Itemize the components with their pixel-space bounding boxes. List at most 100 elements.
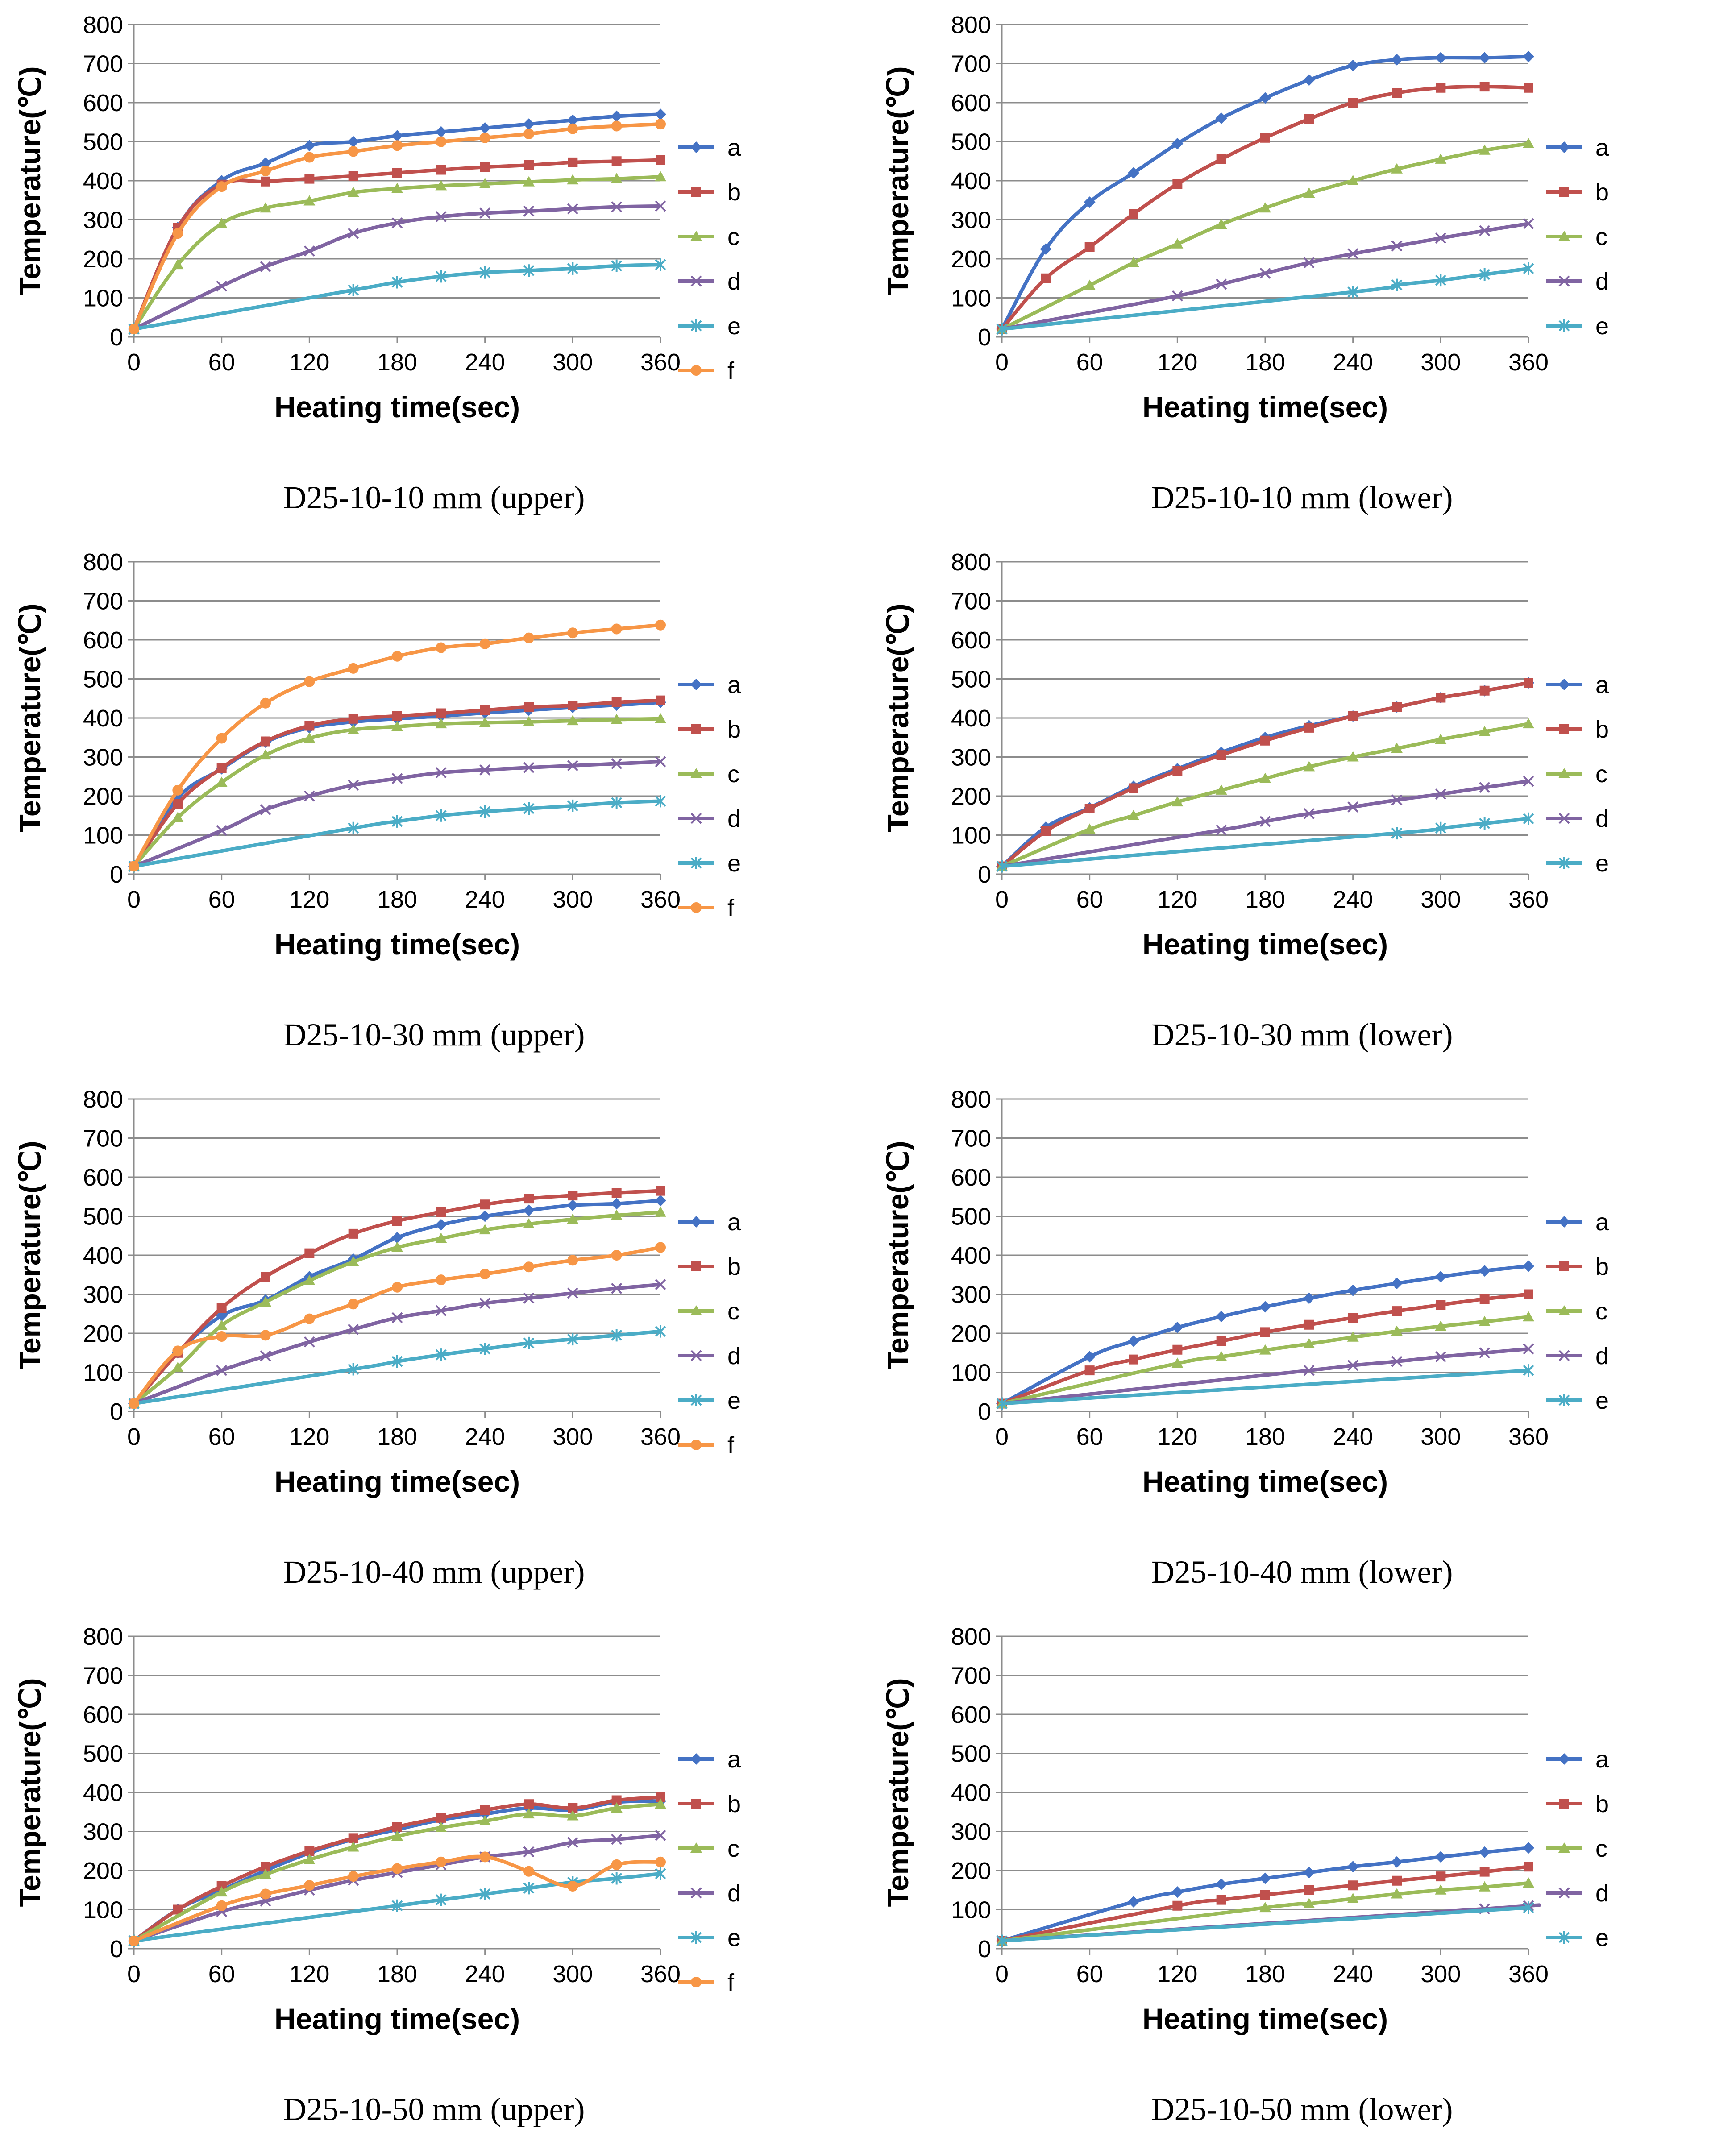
data-point-b xyxy=(1524,83,1533,93)
data-point-d xyxy=(523,205,535,217)
data-point-a xyxy=(1171,1321,1184,1333)
legend-item-c: c xyxy=(678,761,739,788)
chart-panel: 0 100 200 300 400 500 600 700 800 0 60 120 180 240 300… xyxy=(868,1074,1736,1612)
data-point-d xyxy=(1216,278,1227,290)
data-point-f xyxy=(129,1398,139,1409)
data-point-e xyxy=(348,284,359,296)
data-point-e xyxy=(523,264,535,277)
x-tick-label: 300 xyxy=(552,886,593,913)
line-chart: 0 100 200 300 400 500 600 700 800 0 60 120 180 240 300… xyxy=(881,12,1609,423)
data-point-a xyxy=(1040,243,1052,255)
data-point-a xyxy=(1347,1284,1359,1296)
data-point-b xyxy=(304,1248,315,1258)
legend-label: b xyxy=(1595,1791,1609,1817)
legend-item-e: e xyxy=(1546,1387,1609,1414)
data-point-f xyxy=(611,120,622,132)
data-point-b xyxy=(348,1833,358,1843)
x-tick-label: 180 xyxy=(1245,886,1285,913)
x-tick-label: 300 xyxy=(1420,886,1461,913)
data-point-c xyxy=(1435,153,1447,164)
data-point-b xyxy=(1129,783,1138,793)
data-point-b xyxy=(1216,154,1226,164)
data-point-a xyxy=(1523,50,1534,62)
data-point-c xyxy=(391,183,403,193)
data-point-c xyxy=(567,715,579,726)
series-e xyxy=(996,1901,1534,1947)
data-point-d xyxy=(391,773,403,784)
legend-item-c: c xyxy=(1546,761,1607,788)
data-point-c xyxy=(1391,163,1403,174)
data-point-d xyxy=(611,1834,623,1845)
y-tick-label: 700 xyxy=(951,1663,991,1689)
data-point-b xyxy=(1304,114,1314,124)
x-tick-label: 300 xyxy=(552,1423,593,1450)
legend-marker xyxy=(691,1261,701,1271)
data-point-e xyxy=(523,802,535,815)
x-tick-label: 0 xyxy=(995,886,1009,913)
data-point-f xyxy=(304,152,315,163)
data-point-a xyxy=(523,118,535,130)
data-point-a xyxy=(523,1204,535,1216)
legend-label: e xyxy=(1595,313,1609,340)
legend-label: c xyxy=(1595,1298,1607,1325)
data-point-a xyxy=(391,1232,403,1244)
x-tick-label: 120 xyxy=(1157,886,1197,913)
legend-marker xyxy=(1558,275,1570,287)
legend-label: e xyxy=(727,850,741,877)
x-tick-label: 0 xyxy=(127,349,141,376)
legend-item-a: a xyxy=(1546,1209,1609,1236)
x-tick-label: 180 xyxy=(377,1423,417,1450)
legend-item-f: f xyxy=(678,1432,735,1459)
data-point-f xyxy=(129,861,139,872)
x-tick-label: 0 xyxy=(127,1961,141,1987)
line-chart: 0 100 200 300 400 500 600 700 800 0 60 120 180 240 300… xyxy=(881,549,1609,961)
data-point-e xyxy=(996,1397,1008,1410)
data-point-c xyxy=(1479,1315,1491,1326)
data-point-b xyxy=(568,157,578,167)
y-tick-label: 500 xyxy=(83,1203,123,1230)
data-point-a xyxy=(1215,112,1227,124)
data-point-c xyxy=(303,195,316,206)
x-tick-label: 60 xyxy=(208,1423,235,1450)
legend-item-d: d xyxy=(1546,1880,1609,1907)
data-point-c xyxy=(1259,1902,1271,1913)
legend-label: e xyxy=(727,1925,741,1951)
series-b xyxy=(997,82,1533,334)
y-tick-label: 0 xyxy=(978,861,991,888)
y-axis-title: Temperature(℃) xyxy=(881,1678,914,1907)
y-axis-title: Temperature(℃) xyxy=(881,1141,914,1370)
data-point-a xyxy=(1435,52,1447,64)
data-point-c xyxy=(260,1868,271,1879)
data-point-d xyxy=(567,1837,578,1848)
legend-item-e: e xyxy=(678,313,741,340)
legend-label: c xyxy=(727,761,739,788)
data-point-b xyxy=(1348,711,1358,721)
legend-item-d: d xyxy=(678,1880,741,1907)
data-point-c xyxy=(260,202,271,213)
data-point-d xyxy=(1259,816,1271,827)
chart-caption: D25-10-40 mm (upper) xyxy=(283,1554,585,1590)
data-point-b xyxy=(1436,693,1446,703)
y-tick-label: 600 xyxy=(83,1701,123,1728)
data-point-f xyxy=(172,1345,183,1357)
series-line-e xyxy=(1001,1906,1529,1943)
chart-caption: D25-10-10 mm (lower) xyxy=(1151,480,1453,515)
data-point-d xyxy=(1435,788,1446,800)
data-point-e xyxy=(435,270,447,283)
data-point-f xyxy=(567,1881,578,1892)
legend-marker xyxy=(691,365,702,376)
y-tick-label: 500 xyxy=(951,1203,991,1230)
data-point-d xyxy=(479,207,491,219)
series-e xyxy=(128,1867,666,1947)
data-point-b xyxy=(392,711,402,721)
legend-marker xyxy=(691,187,701,197)
data-point-b xyxy=(436,165,446,175)
data-point-a xyxy=(479,1210,491,1222)
legend-item-a: a xyxy=(1546,672,1609,698)
data-point-c xyxy=(1259,1344,1271,1355)
data-point-f xyxy=(348,146,359,157)
data-point-a xyxy=(1215,1311,1227,1323)
legend-item-e: e xyxy=(678,850,741,877)
x-tick-label: 0 xyxy=(995,1961,1009,1987)
data-point-d xyxy=(1435,232,1446,244)
